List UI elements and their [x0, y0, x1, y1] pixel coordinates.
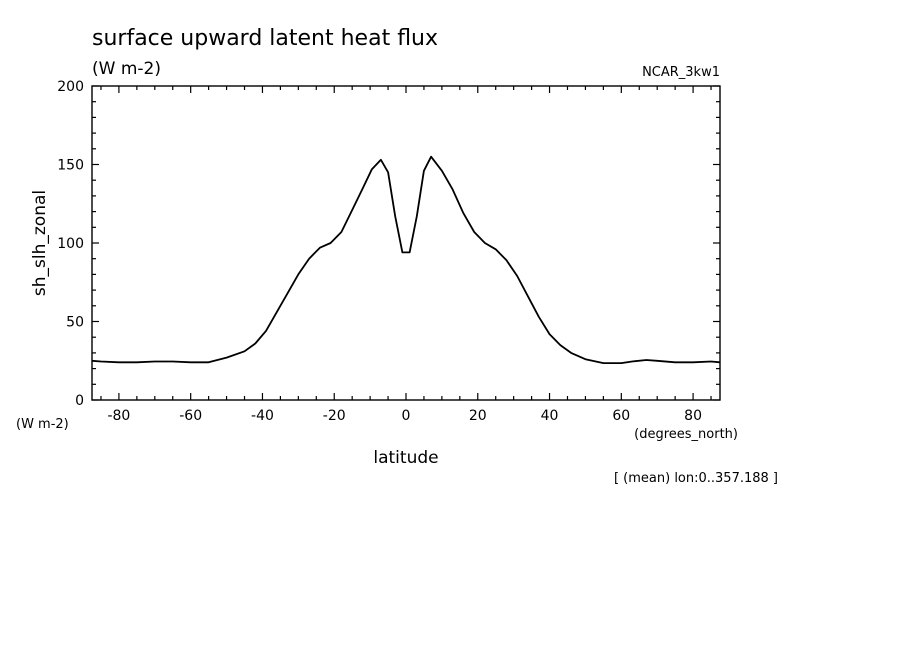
x-tick-label: 60 [612, 408, 630, 424]
y-axis-label: sh_slh_zonal [30, 190, 50, 296]
x-tick-label: 20 [469, 408, 487, 424]
x-tick-label: -60 [179, 408, 202, 424]
chart-title: surface upward latent heat flux [92, 26, 438, 51]
y-tick-label: 150 [57, 158, 84, 174]
x-tick-label: -40 [251, 408, 274, 424]
x-tick-label: 80 [684, 408, 702, 424]
x-axis-label: latitude [373, 448, 438, 468]
dataset-label: NCAR_3kw1 [642, 65, 720, 80]
y-tick-label: 100 [57, 236, 84, 252]
y-tick-label: 200 [57, 79, 84, 95]
x-tick-label: 40 [541, 408, 559, 424]
footnote: [ (mean) lon:0..357.188 ] [614, 471, 778, 486]
y-axis-units: (W m-2) [16, 417, 69, 432]
plot-frame [91, 85, 721, 401]
chart-units: (W m-2) [92, 59, 161, 79]
x-axis-units: (degrees_north) [634, 427, 738, 442]
x-tick-label: -20 [323, 408, 346, 424]
y-tick-label: 50 [66, 315, 84, 331]
tick-marks [92, 85, 720, 401]
x-tick-label: -80 [107, 408, 130, 424]
y-tick-label: 0 [75, 393, 84, 409]
tick-labels: -80 -60 -40 -20 0 20 40 60 80 0 50 100 150 200 [57, 79, 702, 424]
series-line [91, 155, 721, 364]
x-tick-label: 0 [402, 408, 411, 424]
